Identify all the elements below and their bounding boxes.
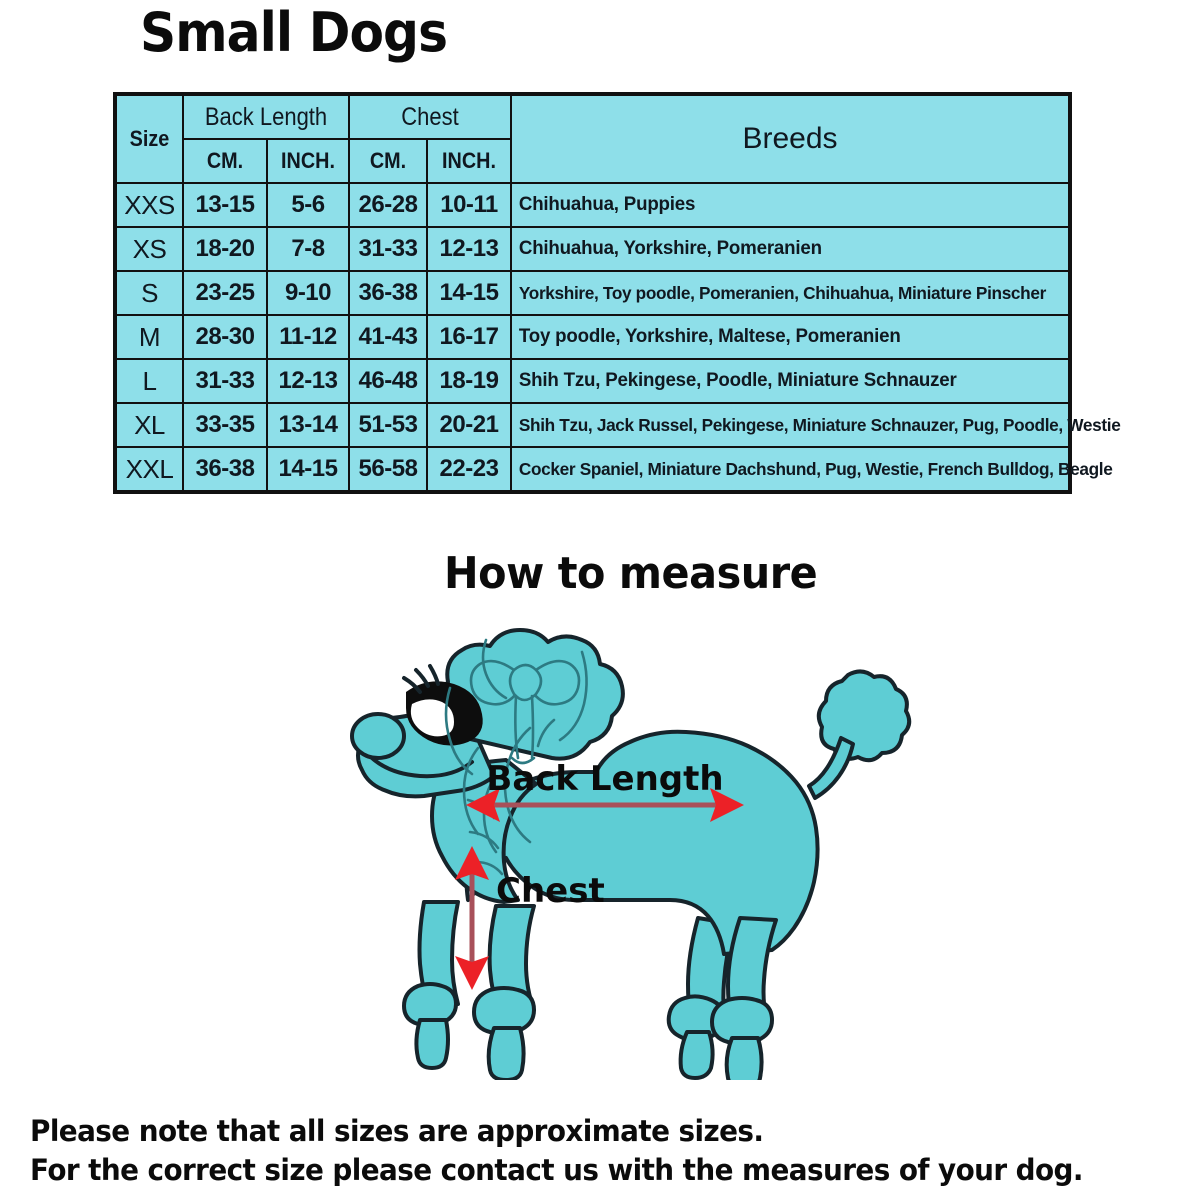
cell-size: M [114,314,184,360]
cell-chest-cm: 41-43 [348,314,428,360]
cell-breeds: Cocker Spaniel, Miniature Dachshund, Pug… [510,446,1113,493]
cell-chest-cm: 51-53 [348,402,428,448]
table-row: XL 33-35 13-14 51-53 20-21 Shih Tzu, Jac… [114,402,1121,448]
cell-chest-cm: 26-28 [348,182,428,228]
cell-chest-cm: 36-38 [348,270,428,316]
cell-size: XL [114,402,184,448]
cell-chest-in: 20-21 [426,402,512,448]
cell-chest-cm: 46-48 [348,358,428,404]
table-row: XXS 13-15 5-6 26-28 10-11 Chihuahua, Pup… [114,182,1070,228]
poodle-front-leg-far [402,900,460,1070]
cell-chest-in: 12-13 [426,226,512,272]
page-title: Small Dogs [140,1,448,64]
header-back-length: Back Length [192,93,340,140]
cell-breeds: Shih Tzu, Jack Russel, Pekingese, Miniat… [510,402,1121,448]
table-header: Size Back Length Chest Breeds CM. INCH. … [115,93,1071,184]
table-row: M 28-30 11-12 41-43 16-17 Toy poodle, Yo… [114,314,1070,360]
cell-back-in: 13-14 [266,402,350,448]
header-breeds: Breeds [510,93,1071,184]
table-row: XS 18-20 7-8 31-33 12-13 Chihuahua, York… [114,226,1070,272]
footer-note: Please note that all sizes are approxima… [30,1112,1144,1189]
cell-size: XXL [114,446,184,493]
size-chart-table: Size Back Length Chest Breeds CM. INCH. … [113,92,1121,494]
table-header-row-groups: Size Back Length Chest Breeds [115,93,1071,184]
cell-chest-in: 18-19 [426,358,512,404]
header-chest-inch: INCH. [430,138,508,184]
table-row: XXL 36-38 14-15 56-58 22-23 Cocker Spani… [114,446,1113,493]
cell-back-in: 12-13 [266,358,350,404]
cell-size: XS [114,226,184,272]
chest-measure-arrow: Chest [455,846,605,990]
cell-back-cm: 18-20 [182,226,268,272]
cell-chest-in: 10-11 [426,182,512,228]
table-body: XXS 13-15 5-6 26-28 10-11 Chihuahua, Pup… [114,182,1121,493]
cell-size: S [114,270,184,316]
cell-back-cm: 23-25 [182,270,268,316]
cell-size: L [114,358,184,404]
poodle-eye-icon [402,664,483,746]
header-size: Size [117,93,181,184]
table-row: L 31-33 12-13 46-48 18-19 Shih Tzu, Peki… [114,358,1070,404]
cell-back-in: 11-12 [266,314,350,360]
cell-breeds: Shih Tzu, Pekingese, Poodle, Miniature S… [510,358,1063,404]
cell-breeds: Yorkshire, Toy poodle, Pomeranien, Chihu… [510,270,1063,316]
poodle-tail-icon [807,669,912,800]
cell-back-cm: 31-33 [182,358,268,404]
cell-chest-in: 14-15 [426,270,512,316]
cell-back-cm: 36-38 [182,446,268,493]
cell-breeds: Toy poodle, Yorkshire, Maltese, Pomerani… [510,314,1063,360]
cell-chest-in: 16-17 [426,314,512,360]
header-back-length-inch: INCH. [270,138,346,184]
poodle-measurement-illustration: Back Length Chest [300,600,920,1080]
eyelashes-icon [402,664,440,694]
cell-back-in: 5-6 [266,182,350,228]
poodle-fur-detail [444,638,588,876]
cell-back-in: 9-10 [266,270,350,316]
back-length-measure-arrow: Back Length [466,759,744,822]
footer-note-line-2: For the correct size please contact us w… [30,1152,1083,1187]
table-header-row-units: CM. INCH. CM. INCH. [115,138,1070,184]
cell-back-cm: 28-30 [182,314,268,360]
poodle-rear-leg-near [710,916,778,1080]
cell-chest-cm: 31-33 [348,226,428,272]
poodle-front-leg-near [472,904,536,1080]
cell-back-in: 7-8 [266,226,350,272]
cell-back-in: 14-15 [266,446,350,493]
header-back-length-cm: CM. [186,138,264,184]
back-length-label: Back Length [486,759,723,799]
cell-breeds: Chihuahua, Puppies [510,182,1063,228]
table-row: S 23-25 9-10 36-38 14-15 Yorkshire, Toy … [114,270,1070,316]
footer-note-line-1: Please note that all sizes are approxima… [30,1114,764,1148]
size-chart-table-container: Size Back Length Chest Breeds CM. INCH. … [113,92,1121,494]
header-chest: Chest [357,93,503,140]
header-chest-cm: CM. [351,138,424,184]
chest-label: Chest [496,871,605,911]
cell-size: XXS [114,182,184,228]
how-to-measure-heading: How to measure [444,548,818,599]
cell-back-cm: 33-35 [182,402,268,448]
cell-breeds: Chihuahua, Yorkshire, Pomeranien [510,226,1063,272]
cell-chest-cm: 56-58 [348,446,428,493]
cell-chest-in: 22-23 [426,446,512,493]
cell-back-cm: 13-15 [182,182,268,228]
poodle-bow-icon [469,659,581,765]
